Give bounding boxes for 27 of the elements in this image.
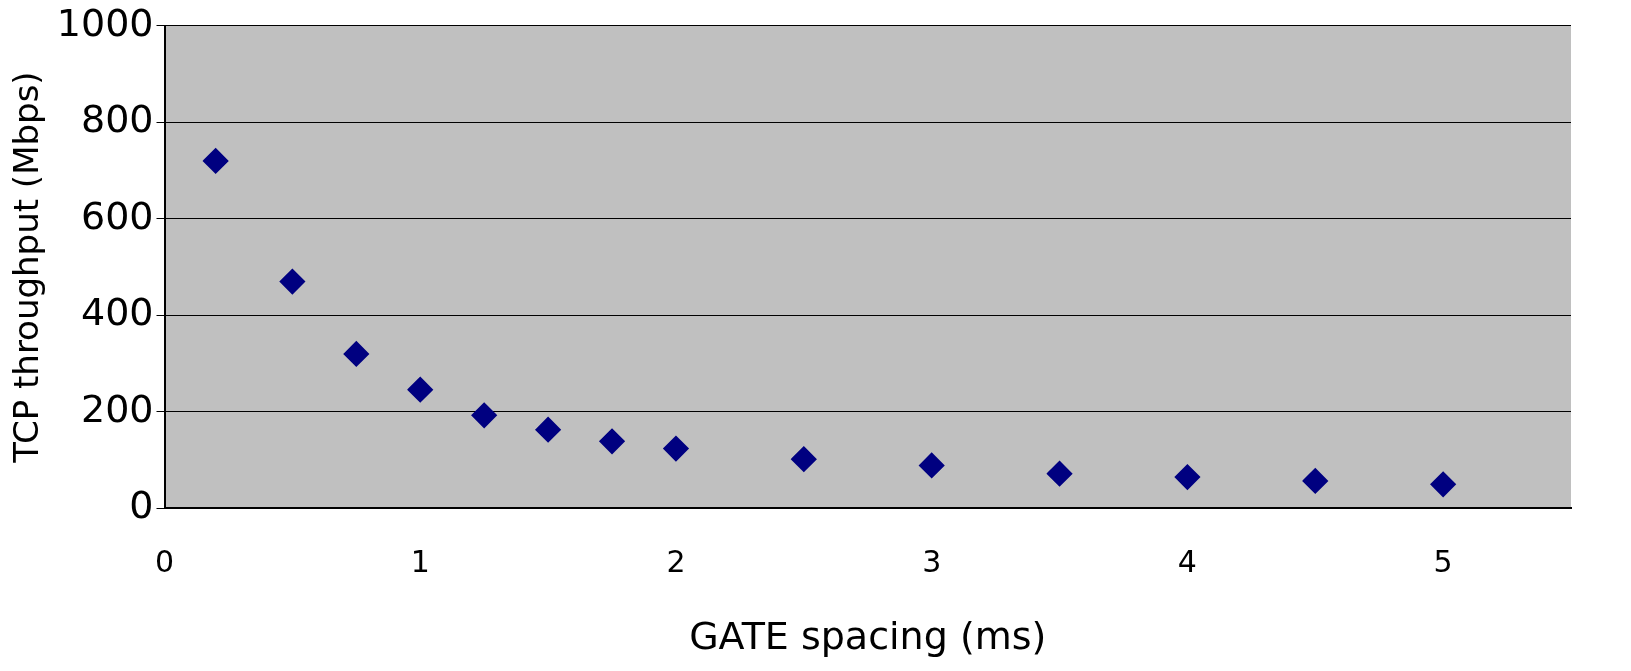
point xyxy=(1430,471,1456,497)
point xyxy=(791,446,817,472)
x-tick-label: 5 xyxy=(1433,544,1453,580)
point xyxy=(471,402,497,428)
point xyxy=(663,436,689,462)
y-tick-label: 600 xyxy=(80,193,154,238)
point xyxy=(279,269,305,295)
y-tick-label: 0 xyxy=(129,483,154,528)
y-axis-title: TCP throughput (Mbps) xyxy=(6,71,47,464)
y-tick-label: 800 xyxy=(80,97,154,142)
point xyxy=(535,417,561,443)
point xyxy=(407,377,433,403)
point xyxy=(599,428,625,454)
y-tick-label: 1000 xyxy=(56,0,154,45)
point xyxy=(919,452,945,478)
x-tick-label: 4 xyxy=(1177,544,1197,580)
point xyxy=(1047,461,1073,487)
x-axis-title: GATE spacing (ms) xyxy=(689,614,1047,659)
point xyxy=(1302,468,1328,494)
y-tick-label: 200 xyxy=(80,386,154,431)
point xyxy=(203,148,229,174)
point xyxy=(343,341,369,367)
x-tick-label: 1 xyxy=(410,544,430,580)
point xyxy=(1174,464,1200,490)
y-tick-label: 400 xyxy=(80,290,154,335)
x-tick-label: 2 xyxy=(666,544,686,580)
x-tick-label: 3 xyxy=(922,544,942,580)
